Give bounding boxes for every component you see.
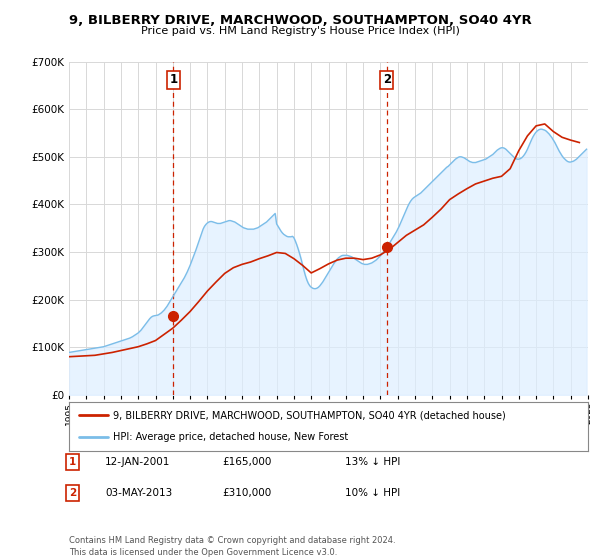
Text: 1: 1 — [169, 73, 178, 86]
Text: 03-MAY-2013: 03-MAY-2013 — [105, 488, 172, 498]
Text: 9, BILBERRY DRIVE, MARCHWOOD, SOUTHAMPTON, SO40 4YR: 9, BILBERRY DRIVE, MARCHWOOD, SOUTHAMPTO… — [68, 14, 532, 27]
Text: 9, BILBERRY DRIVE, MARCHWOOD, SOUTHAMPTON, SO40 4YR (detached house): 9, BILBERRY DRIVE, MARCHWOOD, SOUTHAMPTO… — [113, 410, 506, 421]
Text: 2: 2 — [69, 488, 76, 498]
Text: £165,000: £165,000 — [222, 457, 271, 467]
Text: 10% ↓ HPI: 10% ↓ HPI — [345, 488, 400, 498]
Text: Contains HM Land Registry data © Crown copyright and database right 2024.
This d: Contains HM Land Registry data © Crown c… — [69, 536, 395, 557]
Text: HPI: Average price, detached house, New Forest: HPI: Average price, detached house, New … — [113, 432, 349, 442]
Text: 12-JAN-2001: 12-JAN-2001 — [105, 457, 170, 467]
Text: 1: 1 — [69, 457, 76, 467]
Text: 2: 2 — [383, 73, 391, 86]
Text: £310,000: £310,000 — [222, 488, 271, 498]
Text: Price paid vs. HM Land Registry's House Price Index (HPI): Price paid vs. HM Land Registry's House … — [140, 26, 460, 36]
Text: 13% ↓ HPI: 13% ↓ HPI — [345, 457, 400, 467]
